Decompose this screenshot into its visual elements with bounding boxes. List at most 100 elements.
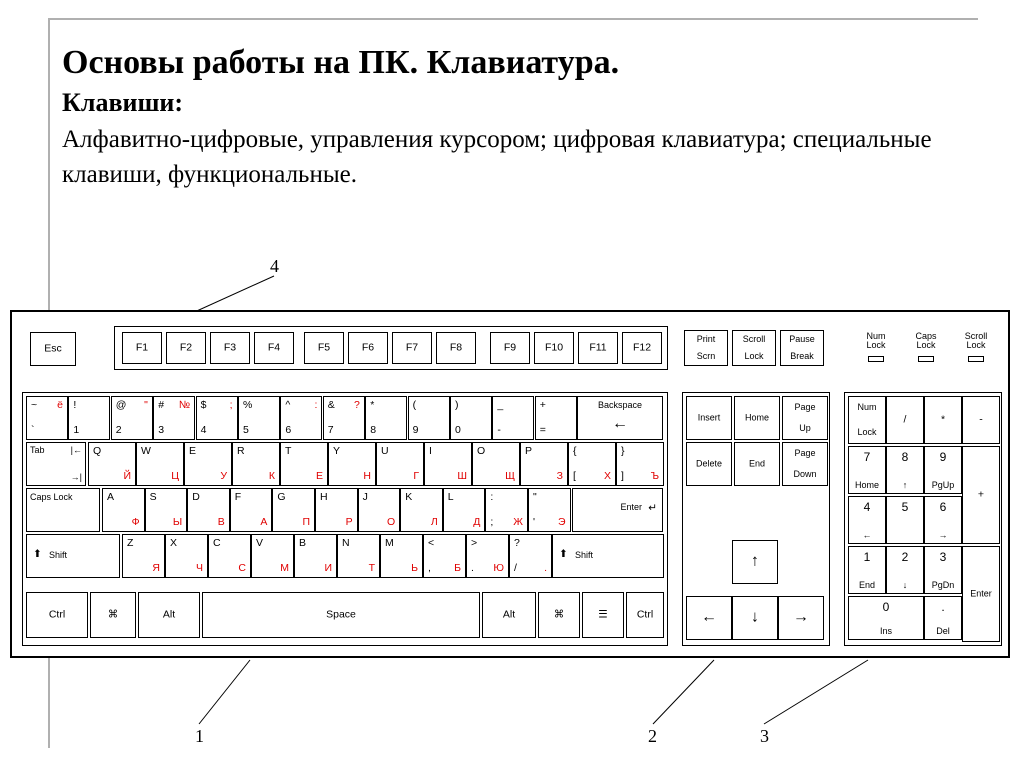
key-f12: F12 bbox=[622, 332, 662, 364]
key-num-1: !1 bbox=[68, 396, 110, 440]
key-np-0: 0Ins bbox=[848, 596, 924, 640]
key-z-8: >.Ю bbox=[466, 534, 509, 578]
key-q-5: YН bbox=[328, 442, 376, 486]
lock-indicator-0: NumLock bbox=[852, 328, 900, 352]
key-nav-4: End bbox=[734, 442, 780, 486]
key-esc: Esc bbox=[30, 332, 76, 366]
subtitle: Клавиши: bbox=[62, 88, 962, 118]
key-bottom-2: Alt bbox=[138, 592, 200, 638]
key-shift-right: ⬆ Shift bbox=[552, 534, 664, 578]
key-q-11: }]Ъ bbox=[616, 442, 664, 486]
key-z-4: BИ bbox=[294, 534, 337, 578]
key-f11: F11 bbox=[578, 332, 618, 364]
key-z-6: MЬ bbox=[380, 534, 423, 578]
description: Алфавитно-цифровые, управления курсором;… bbox=[62, 122, 962, 192]
key-nav-0: Insert bbox=[686, 396, 732, 440]
key-num-9: (9 bbox=[408, 396, 450, 440]
key-num-0: ~ё` bbox=[26, 396, 68, 440]
key-z-2: CС bbox=[208, 534, 251, 578]
lock-led-0 bbox=[868, 356, 884, 362]
key-num-7: &?7 bbox=[323, 396, 365, 440]
key-np-top-1: / bbox=[886, 396, 924, 444]
key-bottom-0: Ctrl bbox=[26, 592, 88, 638]
keyboard-diagram: Esc Backspace ← Tab |← →| Caps Lock Ente… bbox=[10, 310, 1010, 658]
key-f4: F4 bbox=[254, 332, 294, 364]
key-capslock: Caps Lock bbox=[26, 488, 100, 532]
key-f3: F3 bbox=[210, 332, 250, 364]
key-a-6: JО bbox=[358, 488, 401, 532]
key-np-1-1: 5 bbox=[886, 496, 924, 544]
key-num-2: @"2 bbox=[111, 396, 153, 440]
up-arrow-icon: ⬆ bbox=[559, 549, 568, 560]
key-q-3: RК bbox=[232, 442, 280, 486]
key-a-2: DВ bbox=[187, 488, 230, 532]
key-f6: F6 bbox=[348, 332, 388, 364]
key-bottom-6: ☰ bbox=[582, 592, 624, 638]
key-a-3: FА bbox=[230, 488, 273, 532]
key-f2: F2 bbox=[166, 332, 206, 364]
key-bottom-7: Ctrl bbox=[626, 592, 664, 638]
lock-led-1 bbox=[918, 356, 934, 362]
key-num-12: += bbox=[535, 396, 577, 440]
key-f8: F8 bbox=[436, 332, 476, 364]
key-z-7: <,Б bbox=[423, 534, 466, 578]
key-num-10: )0 bbox=[450, 396, 492, 440]
key-q-10: {[Х bbox=[568, 442, 616, 486]
key-np-top-3: - bbox=[962, 396, 1000, 444]
key-z-9: ?/. bbox=[509, 534, 552, 578]
arrow-left-icon: ← bbox=[578, 416, 662, 433]
callout-2: 2 bbox=[648, 726, 657, 747]
key-nav-1: Home bbox=[734, 396, 780, 440]
key-np-1-0: 4← bbox=[848, 496, 886, 544]
key-a-0: AФ bbox=[102, 488, 145, 532]
lock-indicator-1: CapsLock bbox=[902, 328, 950, 352]
lock-led-2 bbox=[968, 356, 984, 362]
key-np-0-2: 9PgUp bbox=[924, 446, 962, 494]
key-nav-3: Delete bbox=[686, 442, 732, 486]
key-q-2: EУ bbox=[184, 442, 232, 486]
key-z-0: ZЯ bbox=[122, 534, 165, 578]
key-f1: F1 bbox=[122, 332, 162, 364]
key-a-8: LД bbox=[443, 488, 486, 532]
key-np-enter: Enter bbox=[962, 546, 1000, 642]
key-q-8: OЩ bbox=[472, 442, 520, 486]
key-arrow-right: → bbox=[778, 596, 824, 640]
key-num-11: _- bbox=[492, 396, 534, 440]
key-a-5: HР bbox=[315, 488, 358, 532]
key-np-2-2: 3PgDn bbox=[924, 546, 962, 594]
key-bottom-3: Space bbox=[202, 592, 480, 638]
key-q-4: TЕ bbox=[280, 442, 328, 486]
key-sys-1: ScrollLock bbox=[732, 330, 776, 366]
key-arrow-left: ← bbox=[686, 596, 732, 640]
key-num-6: ^:6 bbox=[280, 396, 322, 440]
page-title: Основы работы на ПК. Клавиатура. bbox=[62, 44, 962, 82]
key-num-4: $;4 bbox=[196, 396, 238, 440]
callout-3: 3 bbox=[760, 726, 769, 747]
key-bottom-1: ⌘ bbox=[90, 592, 136, 638]
key-a-4: GП bbox=[272, 488, 315, 532]
key-sys-2: PauseBreak bbox=[780, 330, 824, 366]
key-arrow-up: ↑ bbox=[732, 540, 778, 584]
key-np-dot: .Del bbox=[924, 596, 962, 640]
enter-icon: ↵ bbox=[648, 503, 657, 514]
key-np-2-1: 2↓ bbox=[886, 546, 924, 594]
key-arrow-down: ↓ bbox=[732, 596, 778, 640]
key-z-3: VМ bbox=[251, 534, 294, 578]
key-backspace: Backspace ← bbox=[577, 396, 663, 440]
callout-4: 4 bbox=[270, 256, 279, 277]
key-a-7: KЛ bbox=[400, 488, 443, 532]
up-arrow-icon: ⬆ bbox=[33, 549, 42, 560]
key-nav-2: PageUp bbox=[782, 396, 828, 440]
key-f9: F9 bbox=[490, 332, 530, 364]
key-sys-0: PrintScrn bbox=[684, 330, 728, 366]
key-f10: F10 bbox=[534, 332, 574, 364]
key-np-top-0: NumLock bbox=[848, 396, 886, 444]
key-a-9: :;Ж bbox=[485, 488, 528, 532]
key-np-2-0: 1End bbox=[848, 546, 886, 594]
key-enter: Enter ↵ bbox=[572, 488, 663, 532]
key-bottom-4: Alt bbox=[482, 592, 536, 638]
key-a-1: SЫ bbox=[145, 488, 188, 532]
key-q-0: QЙ bbox=[88, 442, 136, 486]
title-block: Основы работы на ПК. Клавиатура. Клавиши… bbox=[62, 44, 962, 192]
key-np-top-2: * bbox=[924, 396, 962, 444]
